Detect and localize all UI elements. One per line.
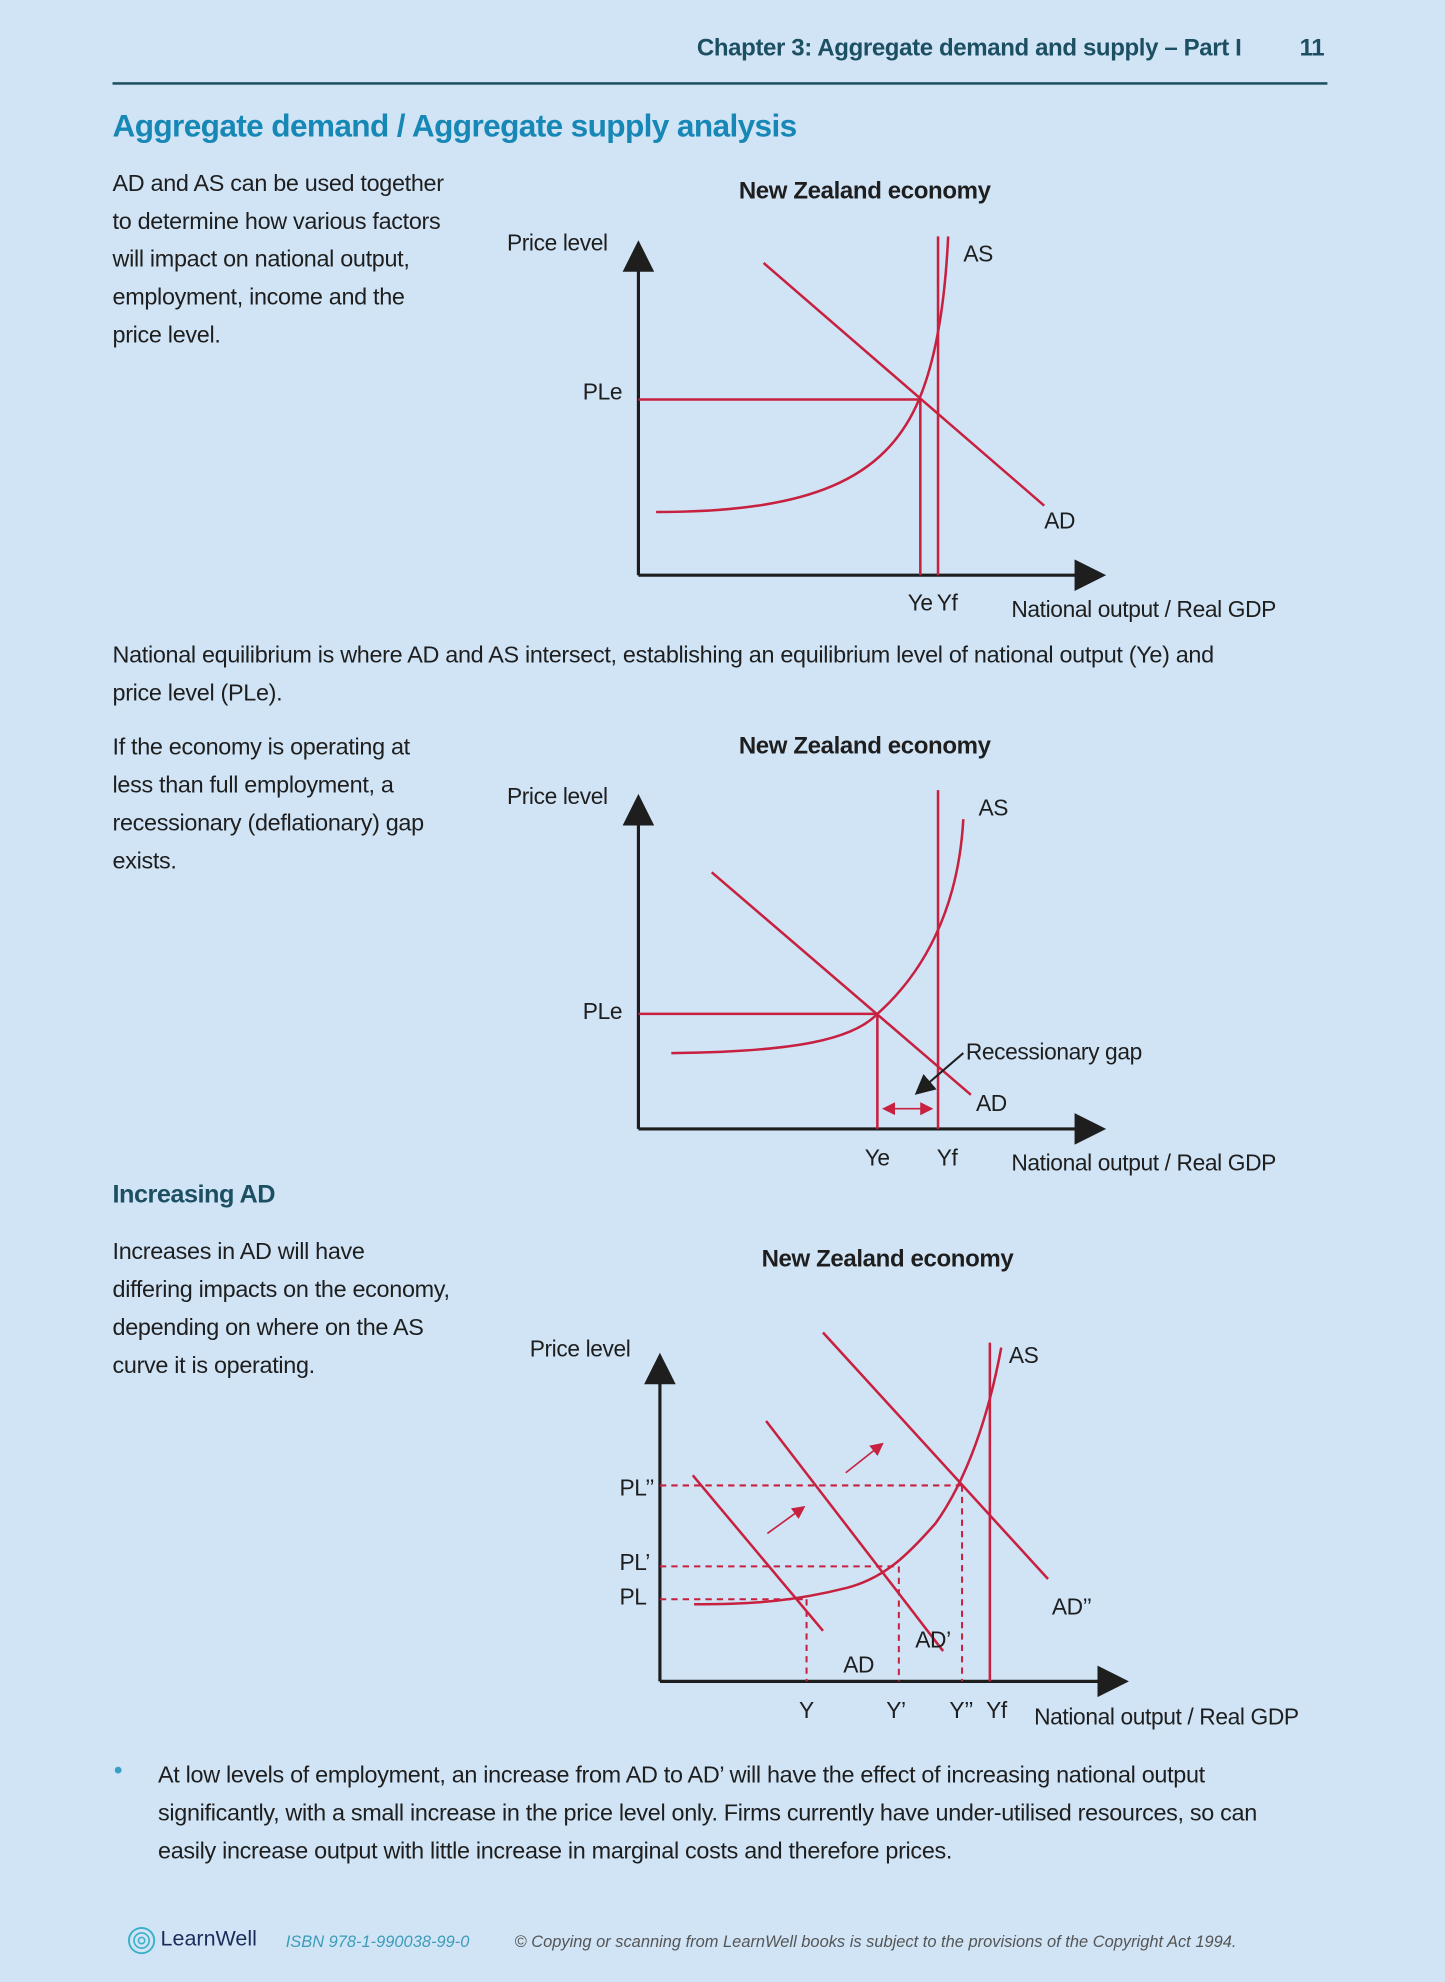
ad1-line	[765, 1420, 945, 1652]
text-line: employment, income and the	[112, 283, 405, 310]
text-line: AD and AS can be used together	[112, 169, 445, 196]
as-label: AS	[963, 241, 993, 267]
increasing-ad-heading: Increasing AD	[112, 1180, 276, 1209]
x-axis-label: National output / Real GDP	[1011, 1150, 1276, 1176]
text-line: At low levels of employment, an increase…	[158, 1761, 1205, 1788]
diagram-3: Price level National output / Real GDP A…	[530, 1331, 1299, 1729]
pl1-label: PL’	[619, 1549, 649, 1575]
as-label: AS	[1009, 1342, 1039, 1368]
y-axis-label: Price level	[530, 1335, 631, 1361]
diagram-3-title: New Zealand economy	[761, 1246, 1014, 1274]
ad-line	[691, 1474, 824, 1632]
ad-line	[710, 871, 972, 1096]
intro-paragraph: AD and AS can be used together to determi…	[112, 164, 445, 354]
text-line: exists.	[112, 847, 177, 874]
footer-copyright: © Copying or scanning from LearnWell boo…	[514, 1931, 1237, 1951]
learnwell-logo-icon	[128, 1926, 156, 1955]
text-line: will impact on national output,	[112, 245, 410, 272]
x-axis-label: National output / Real GDP	[1011, 596, 1276, 622]
diagram-1: Price level National output / Real GDP A…	[507, 229, 1276, 622]
equilibrium-paragraph: National equilibrium is where AD and AS …	[112, 636, 1215, 712]
recession-paragraph: If the economy is operating at less than …	[112, 728, 425, 880]
y2-label: Y’’	[949, 1697, 973, 1723]
pl-label: PL	[619, 1583, 646, 1609]
ad1-label: AD’	[915, 1626, 951, 1652]
text-line: depending on where on the AS	[112, 1313, 424, 1341]
as-curve	[694, 1347, 1003, 1606]
ad-line	[762, 261, 1046, 507]
ple-label: PLe	[583, 378, 622, 404]
text-line: curve it is operating.	[112, 1351, 316, 1378]
ad-label: AD	[843, 1652, 874, 1678]
y1-label: Y’	[886, 1697, 905, 1723]
as-label: AS	[978, 794, 1008, 820]
ad-label: AD	[976, 1090, 1007, 1116]
ad-label: AD	[1044, 507, 1075, 533]
diagram-1-title: New Zealand economy	[738, 178, 991, 205]
x-axis-label: National output / Real GDP	[1034, 1703, 1299, 1729]
recessionary-gap-label: Recessionary gap	[966, 1038, 1142, 1064]
text-line: Increases in AD will have	[112, 1237, 365, 1265]
yf-label: Yf	[937, 590, 959, 616]
diagram-2: Price level National output / Real GDP A…	[507, 783, 1276, 1176]
yf-label: Yf	[986, 1697, 1008, 1723]
page-title: Aggregate demand / Aggregate supply anal…	[112, 108, 798, 145]
bullet-item: At low levels of employment, an increase…	[158, 1756, 1257, 1870]
chapter-header: Chapter 3: Aggregate demand and supply –…	[696, 35, 1242, 62]
page-number: 11	[1299, 35, 1325, 62]
text-line: less than full employment, a	[112, 771, 394, 798]
y-axis-label: Price level	[507, 783, 608, 809]
ad2-label: AD’’	[1052, 1593, 1092, 1619]
header-rule	[112, 82, 1328, 85]
text-line: recessionary (deflationary) gap	[112, 809, 425, 836]
text-line: differing impacts on the economy,	[112, 1275, 450, 1303]
ye-label: Ye	[908, 590, 933, 616]
bullet-icon: •	[113, 1757, 123, 1786]
text-line: price level (PLe).	[112, 678, 283, 706]
shift-arrow	[766, 1505, 806, 1535]
y-label: Y	[799, 1697, 814, 1723]
as-curve	[656, 236, 950, 514]
footer-logo-text: LearnWell	[160, 1926, 257, 1951]
yf-label: Yf	[937, 1145, 959, 1171]
as-curve	[671, 819, 965, 1055]
ye-label: Ye	[865, 1145, 890, 1171]
text-line: significantly, with a small increase in …	[158, 1798, 1257, 1826]
pl2-label: PL’’	[619, 1475, 654, 1501]
ple-label: PLe	[583, 998, 622, 1024]
text-line: price level.	[112, 321, 221, 348]
text-line: easily increase output with little incre…	[158, 1836, 953, 1864]
shift-arrow	[845, 1442, 884, 1474]
increasing-ad-paragraph: Increases in AD will have differing impac…	[113, 1233, 450, 1385]
gap-pointer-arrow	[914, 1052, 964, 1095]
footer-isbn: ISBN 978-1-990038-99-0	[285, 1931, 470, 1951]
text-line: National equilibrium is where AD and AS …	[112, 640, 1215, 668]
text-line: If the economy is operating at	[112, 733, 411, 760]
ad2-line	[822, 1331, 1049, 1580]
y-axis-label: Price level	[507, 229, 608, 255]
diagram-2-title: New Zealand economy	[738, 733, 991, 760]
text-line: to determine how various factors	[112, 207, 441, 234]
